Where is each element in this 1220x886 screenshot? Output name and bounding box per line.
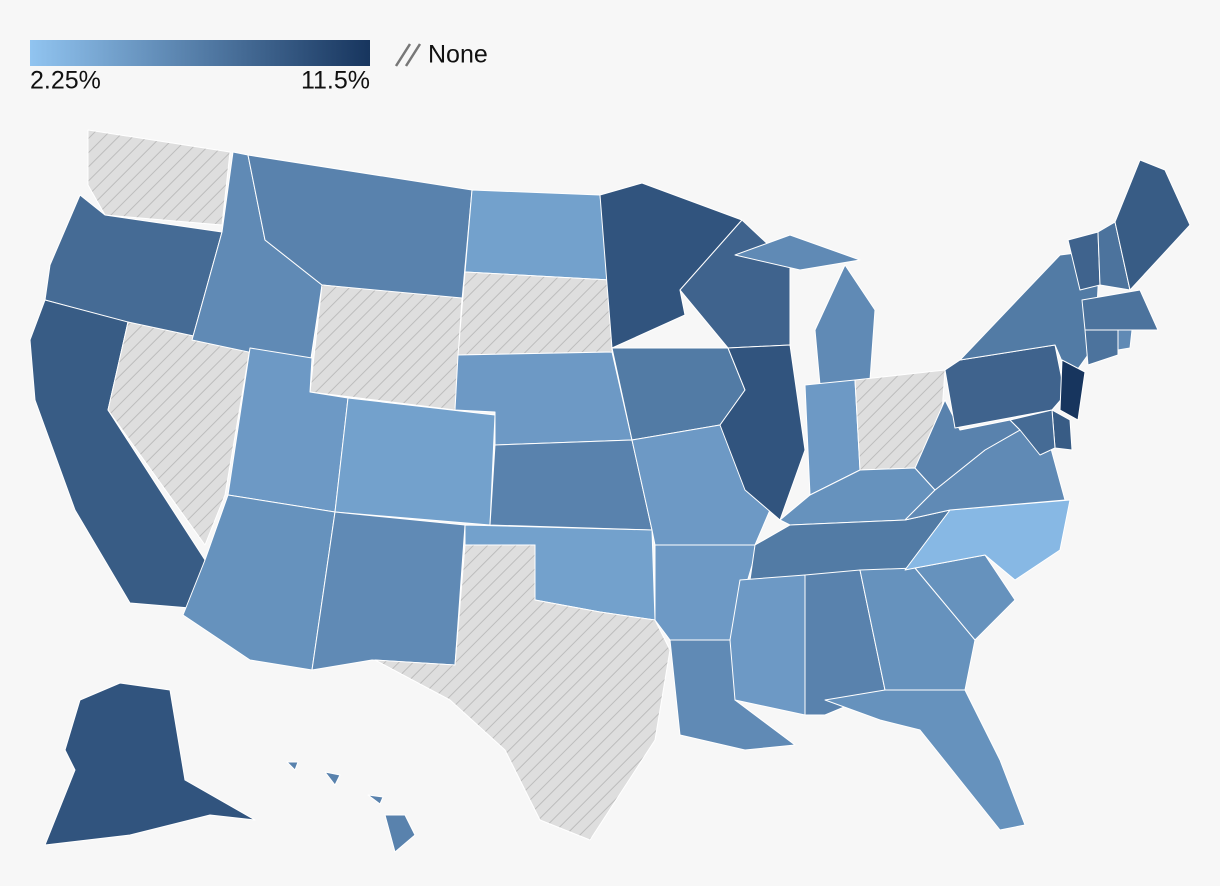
state xyxy=(1009,409,1056,456)
state xyxy=(824,689,1026,831)
state xyxy=(1084,329,1119,366)
state xyxy=(1117,329,1133,351)
none-swatch xyxy=(394,43,422,67)
state xyxy=(457,271,613,356)
scale-tick-label: 2.25% xyxy=(30,67,101,95)
color-scale-ticks: 2.25% 11.5% xyxy=(30,67,370,95)
state xyxy=(734,234,876,386)
state xyxy=(489,439,653,531)
state xyxy=(309,284,463,411)
color-scale xyxy=(30,40,370,66)
state xyxy=(1114,159,1191,291)
none-label: None xyxy=(428,41,488,69)
state xyxy=(286,761,416,853)
state xyxy=(334,397,496,526)
state xyxy=(1081,289,1159,331)
state xyxy=(311,511,466,671)
scale-tick-label: 11.5% xyxy=(301,67,370,95)
state xyxy=(44,682,256,846)
state xyxy=(374,544,671,841)
state xyxy=(464,189,611,281)
state xyxy=(719,344,806,521)
state xyxy=(1059,359,1086,421)
state xyxy=(729,574,806,716)
states xyxy=(29,129,1191,853)
state xyxy=(87,129,231,226)
